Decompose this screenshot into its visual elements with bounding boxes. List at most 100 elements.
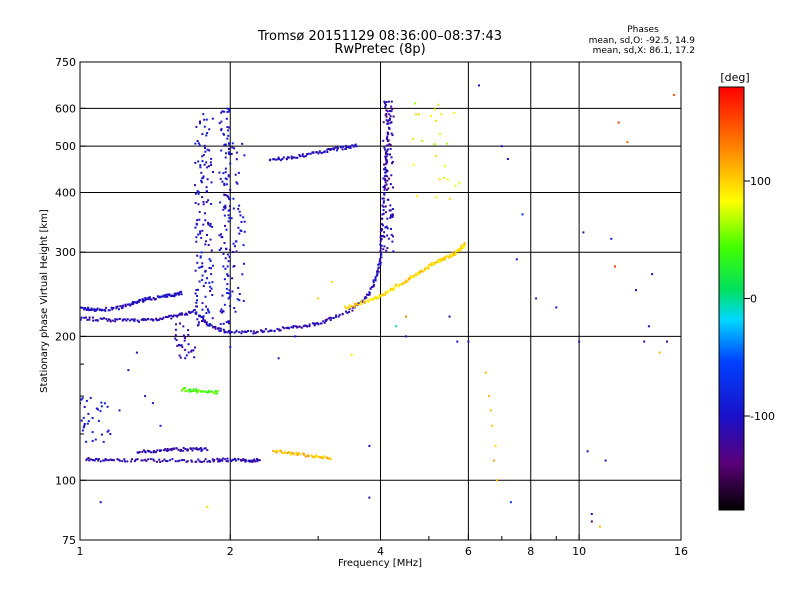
- data-point: [230, 331, 233, 334]
- data-point: [105, 459, 108, 462]
- data-point: [190, 390, 193, 393]
- data-point: [186, 460, 189, 463]
- data-point: [168, 293, 171, 296]
- data-point: [445, 255, 448, 258]
- data-point: [197, 458, 200, 461]
- data-point: [226, 194, 229, 197]
- data-point: [180, 313, 183, 316]
- data-point: [168, 314, 171, 317]
- data-point: [227, 142, 230, 145]
- data-point: [107, 309, 110, 312]
- data-point: [106, 405, 109, 408]
- data-point: [87, 420, 90, 423]
- data-point: [216, 389, 219, 392]
- data-point: [348, 308, 351, 311]
- data-point: [414, 102, 417, 105]
- data-point: [208, 258, 211, 261]
- data-point: [372, 279, 375, 282]
- data-point: [140, 459, 143, 462]
- data-point: [173, 292, 176, 295]
- data-point: [197, 448, 200, 451]
- data-point: [432, 263, 434, 266]
- data-point: [331, 280, 334, 283]
- data-point: [383, 184, 386, 187]
- data-point: [326, 457, 329, 460]
- data-point: [199, 166, 202, 169]
- data-point: [227, 129, 229, 132]
- data-point: [368, 444, 371, 447]
- data-point: [233, 307, 236, 310]
- data-point: [204, 243, 207, 246]
- data-point: [315, 151, 318, 154]
- data-point: [236, 182, 239, 185]
- data-point: [374, 279, 377, 282]
- data-point: [369, 287, 372, 290]
- data-point: [130, 460, 133, 463]
- data-point: [218, 171, 221, 174]
- data-point: [211, 225, 214, 228]
- data-point: [158, 296, 161, 299]
- data-point: [210, 181, 213, 184]
- data-point: [384, 157, 387, 160]
- data-point: [224, 224, 226, 227]
- data-point: [111, 319, 114, 322]
- data-point: [419, 271, 422, 273]
- data-point: [103, 402, 106, 405]
- data-point: [222, 328, 225, 331]
- data-point: [107, 459, 110, 462]
- data-point: [117, 458, 120, 461]
- data-point: [382, 201, 385, 204]
- data-point: [218, 249, 221, 251]
- data-point: [229, 346, 232, 348]
- data-point: [383, 163, 385, 166]
- data-point: [187, 449, 189, 452]
- data-point: [349, 145, 352, 148]
- data-point: [229, 292, 232, 295]
- data-point: [181, 389, 183, 392]
- data-point: [221, 294, 224, 297]
- data-point: [108, 318, 110, 321]
- data-point: [211, 390, 214, 393]
- data-point: [202, 315, 205, 318]
- data-point: [180, 312, 183, 315]
- data-point: [278, 328, 281, 331]
- data-point: [506, 158, 509, 160]
- data-point: [373, 296, 376, 299]
- data-point: [376, 270, 378, 273]
- data-point: [136, 319, 139, 322]
- data-point: [456, 250, 459, 253]
- data-point: [232, 207, 235, 210]
- data-point: [205, 240, 207, 243]
- data-point: [364, 296, 367, 299]
- data-point: [405, 315, 407, 318]
- data-point: [389, 204, 392, 207]
- data-point: [223, 182, 226, 185]
- data-point: [92, 308, 95, 311]
- data-point: [109, 319, 112, 322]
- data-point: [141, 459, 144, 462]
- data-point: [135, 351, 138, 354]
- data-point: [172, 314, 175, 317]
- data-point: [206, 308, 209, 311]
- data-point: [181, 388, 184, 391]
- data-point: [335, 314, 338, 317]
- data-point: [391, 215, 394, 218]
- data-point: [327, 148, 330, 150]
- data-point: [317, 152, 320, 155]
- data-point: [153, 298, 156, 301]
- x-axis-label: Frequency [MHz]: [338, 558, 422, 569]
- data-point: [201, 302, 204, 305]
- data-point: [449, 254, 452, 257]
- data-point: [152, 458, 155, 461]
- data-point: [204, 212, 206, 215]
- data-point: [152, 451, 155, 454]
- data-point: [330, 457, 333, 460]
- data-point: [387, 187, 390, 190]
- data-point: [382, 121, 385, 124]
- data-point: [191, 310, 194, 313]
- data-point: [242, 216, 245, 219]
- data-point: [237, 226, 240, 229]
- data-point: [381, 217, 384, 220]
- data-point: [385, 155, 388, 158]
- data-point: [183, 387, 186, 390]
